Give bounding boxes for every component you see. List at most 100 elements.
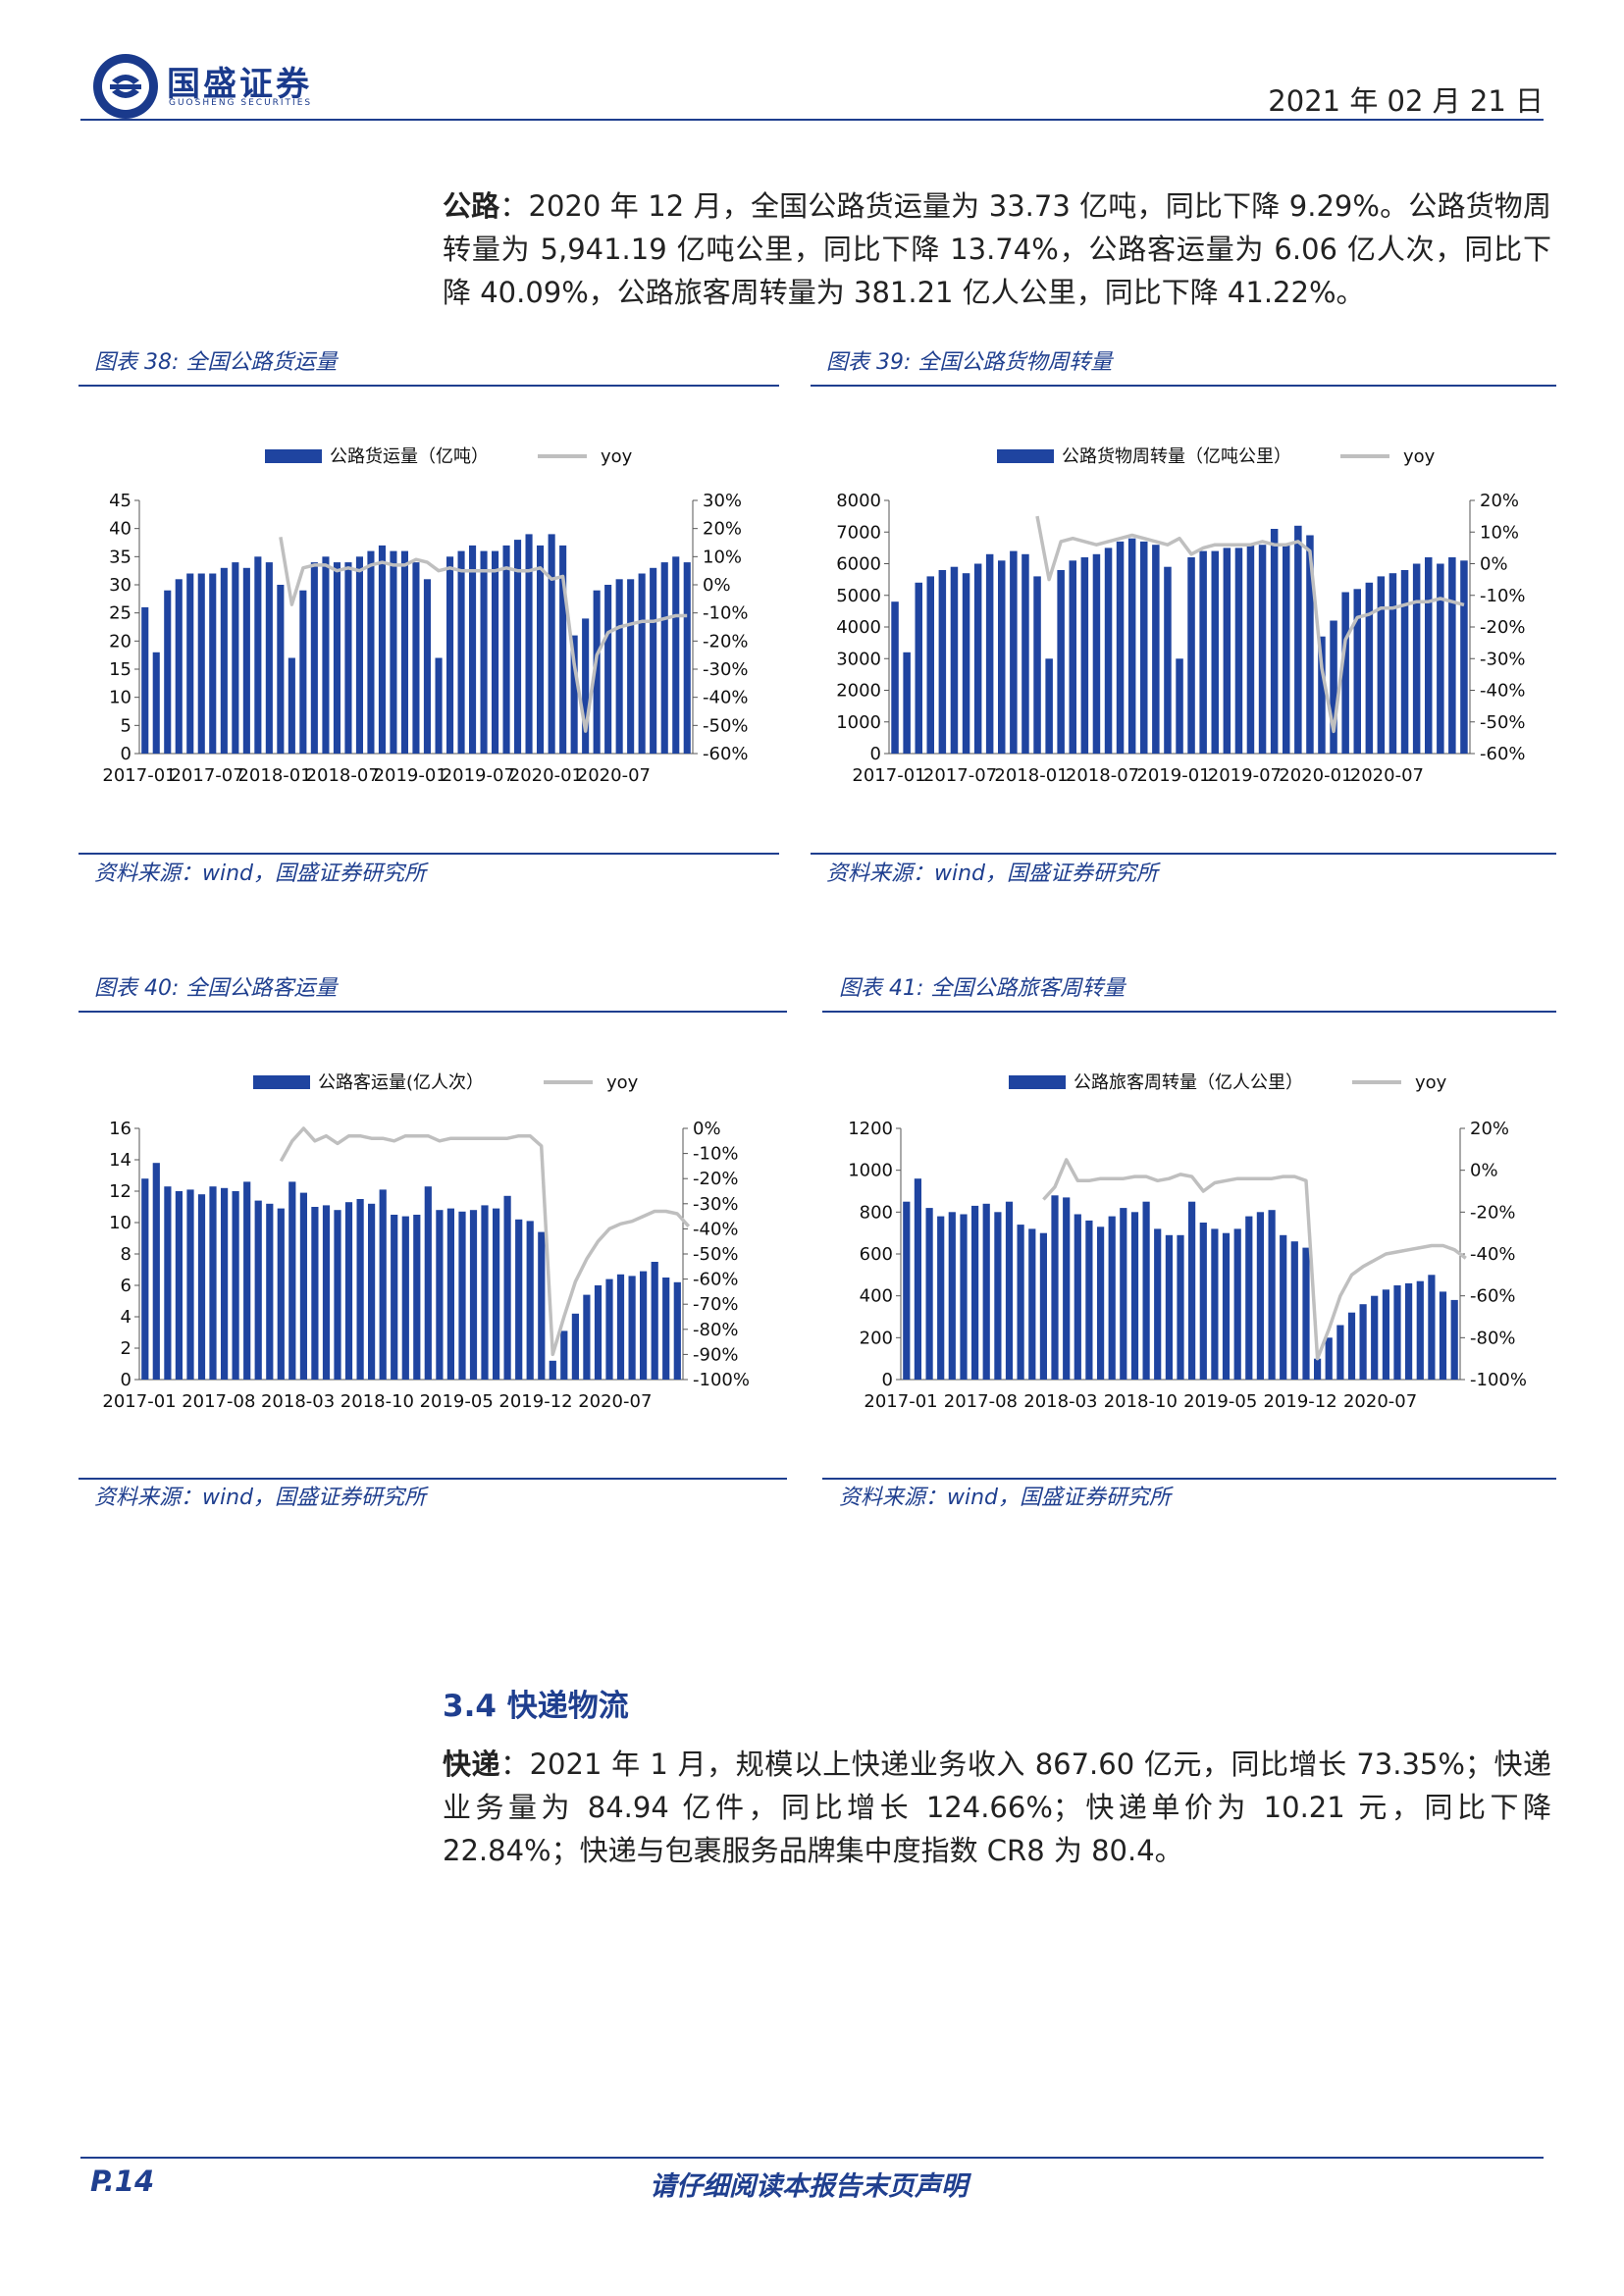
figure-caption: 图表 40: 全国公路客运量 — [94, 976, 338, 1001]
figure-top-rule — [811, 385, 1556, 387]
bar — [1097, 1226, 1105, 1380]
bar — [1325, 1337, 1333, 1380]
figure-source: 资料来源：wind，国盛证券研究所 — [826, 861, 1159, 886]
bar — [628, 1276, 636, 1380]
x-tick-label: 2020-07 — [577, 765, 651, 786]
bar — [164, 1186, 172, 1380]
bar — [266, 1203, 274, 1380]
bar — [615, 579, 623, 754]
bar — [458, 1211, 466, 1380]
bar — [673, 1281, 681, 1380]
bar — [503, 1195, 511, 1380]
bar — [368, 1203, 376, 1380]
figure-caption: 图表 39: 全国公路货物周转量 — [826, 350, 1113, 375]
bar — [1140, 541, 1148, 754]
x-tick-label: 2018-07 — [1066, 765, 1139, 786]
figure-top-rule — [822, 1011, 1556, 1013]
y2-tick-label: -20% — [703, 631, 749, 652]
bar — [254, 556, 262, 754]
y2-tick-label: -60% — [1470, 1286, 1516, 1307]
bar — [391, 1215, 398, 1380]
x-tick-label: 2017-01 — [852, 765, 925, 786]
x-tick-label: 2019-12 — [498, 1391, 572, 1412]
chart-road-freight-turnover: 公路货物周转量（亿吨公里） yoy 0 1000 2000 3000 4000 5000 600… — [836, 446, 1526, 786]
bar — [1388, 573, 1397, 754]
bar — [1425, 557, 1433, 754]
bar — [1154, 1228, 1162, 1380]
bar — [538, 1231, 546, 1380]
chart-legend: 公路旅客周转量（亿人公里） yoy — [1009, 1072, 1447, 1093]
bar — [1211, 550, 1219, 754]
bar — [605, 1278, 613, 1380]
page-number: P.14 — [90, 2165, 155, 2198]
bar — [1256, 1212, 1264, 1380]
bar — [1092, 553, 1101, 754]
chart-road-passenger-volume: 公路客运量(亿人次） yoy 0 2 4 6 8 10 12 14 16 -100% -90% -80% -… — [102, 1072, 750, 1412]
bar — [344, 562, 352, 754]
bar — [1017, 1225, 1024, 1380]
y2-tick-label: -60% — [1480, 744, 1526, 764]
bar — [1283, 545, 1290, 754]
bar — [915, 582, 922, 754]
figure-bottom-rule — [811, 853, 1556, 855]
bar — [265, 562, 273, 754]
bar — [537, 545, 545, 754]
bar — [594, 1285, 602, 1380]
bar — [400, 550, 408, 754]
bar — [186, 573, 194, 754]
bar — [938, 570, 947, 754]
bar — [1164, 566, 1172, 754]
y-tick-label: 4 — [121, 1307, 131, 1328]
bar — [650, 567, 657, 754]
bar — [525, 534, 533, 754]
y-tick-label: 5000 — [836, 586, 881, 606]
bar — [175, 1191, 183, 1380]
y2-tick-label: -60% — [693, 1270, 739, 1290]
bar — [1450, 1299, 1458, 1380]
x-tick-label: 2017-07 — [170, 765, 243, 786]
bar — [971, 1205, 979, 1380]
bar — [435, 657, 443, 754]
y-tick-label: 20 — [109, 631, 131, 652]
bar — [344, 1202, 353, 1380]
bar — [1246, 545, 1255, 754]
bar — [1270, 529, 1279, 754]
y-tick-label: 2 — [121, 1338, 131, 1359]
bar — [1063, 1197, 1071, 1380]
bar — [1258, 545, 1267, 754]
bar — [401, 1216, 409, 1380]
bar — [604, 585, 612, 754]
y-tick-label: 2000 — [836, 681, 881, 702]
header-divider — [80, 119, 1544, 121]
bar — [950, 566, 959, 754]
x-tick-label: 2019-12 — [1263, 1391, 1336, 1412]
bar — [1294, 525, 1302, 754]
figure-caption: 图表 38: 全国公路货运量 — [94, 350, 338, 375]
legend-bar-swatch — [253, 1075, 310, 1089]
bar — [1314, 1358, 1322, 1380]
y-tick-label: 200 — [860, 1328, 893, 1348]
bar — [152, 652, 160, 754]
y-tick-label: 25 — [109, 603, 131, 624]
report-date: 2021 年 02 月 21 日 — [1268, 84, 1544, 118]
bar — [334, 1210, 341, 1380]
bar — [1448, 557, 1456, 754]
bar — [662, 1278, 670, 1380]
y2-tick-label: -50% — [693, 1244, 739, 1265]
bar — [985, 553, 994, 754]
express-paragraph: 快递：2021 年 1 月，规模以上快递业务收入 867.60 亿元，同比增长 … — [443, 1743, 1551, 1872]
bar — [1341, 592, 1349, 754]
bar — [548, 534, 555, 754]
bar — [660, 562, 668, 754]
y-tick-label: 30 — [109, 575, 131, 596]
bar — [1223, 548, 1231, 754]
x-tick-label: 2018-10 — [1104, 1391, 1178, 1412]
bar — [1085, 1220, 1093, 1380]
x-tick-label: 2018-07 — [306, 765, 380, 786]
bar — [1405, 1282, 1413, 1380]
legend-bar-label: 公路旅客周转量（亿人公里） — [1074, 1072, 1303, 1093]
y-tick-label: 10 — [109, 1213, 131, 1233]
y2-tick-label: 10% — [703, 547, 742, 567]
bar — [492, 550, 499, 754]
bar — [982, 1203, 990, 1380]
